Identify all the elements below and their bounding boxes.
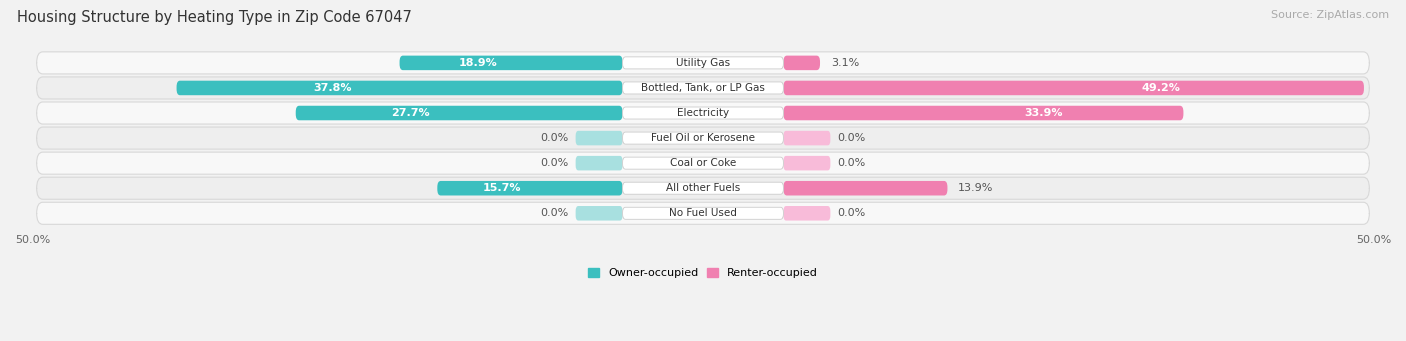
FancyBboxPatch shape [783,131,831,145]
Text: 0.0%: 0.0% [837,158,865,168]
FancyBboxPatch shape [783,106,1184,120]
Text: 18.9%: 18.9% [458,58,496,68]
Text: 27.7%: 27.7% [391,108,429,118]
Text: 3.1%: 3.1% [831,58,859,68]
FancyBboxPatch shape [399,56,623,70]
Text: Housing Structure by Heating Type in Zip Code 67047: Housing Structure by Heating Type in Zip… [17,10,412,25]
Text: Fuel Oil or Kerosene: Fuel Oil or Kerosene [651,133,755,143]
FancyBboxPatch shape [37,202,1369,224]
Text: Source: ZipAtlas.com: Source: ZipAtlas.com [1271,10,1389,20]
FancyBboxPatch shape [37,177,1369,199]
FancyBboxPatch shape [783,206,831,221]
FancyBboxPatch shape [783,181,948,195]
Text: 33.9%: 33.9% [1024,108,1063,118]
FancyBboxPatch shape [623,207,783,219]
FancyBboxPatch shape [623,157,783,169]
FancyBboxPatch shape [37,52,1369,74]
Text: 15.7%: 15.7% [482,183,522,193]
Text: 49.2%: 49.2% [1142,83,1180,93]
FancyBboxPatch shape [177,81,623,95]
FancyBboxPatch shape [37,127,1369,149]
Text: 37.8%: 37.8% [314,83,352,93]
FancyBboxPatch shape [575,131,623,145]
Text: Bottled, Tank, or LP Gas: Bottled, Tank, or LP Gas [641,83,765,93]
FancyBboxPatch shape [783,81,1364,95]
FancyBboxPatch shape [37,77,1369,99]
Text: 0.0%: 0.0% [837,208,865,218]
Text: 0.0%: 0.0% [541,158,569,168]
Text: 0.0%: 0.0% [837,133,865,143]
FancyBboxPatch shape [295,106,623,120]
Text: Coal or Coke: Coal or Coke [669,158,737,168]
FancyBboxPatch shape [623,57,783,69]
Text: Utility Gas: Utility Gas [676,58,730,68]
Text: 13.9%: 13.9% [957,183,994,193]
FancyBboxPatch shape [783,56,820,70]
Text: All other Fuels: All other Fuels [666,183,740,193]
FancyBboxPatch shape [37,102,1369,124]
FancyBboxPatch shape [783,156,831,170]
FancyBboxPatch shape [437,181,623,195]
Legend: Owner-occupied, Renter-occupied: Owner-occupied, Renter-occupied [588,268,818,279]
Text: 0.0%: 0.0% [541,208,569,218]
FancyBboxPatch shape [623,107,783,119]
Text: 0.0%: 0.0% [541,133,569,143]
FancyBboxPatch shape [623,182,783,194]
FancyBboxPatch shape [623,82,783,94]
Text: Electricity: Electricity [676,108,730,118]
FancyBboxPatch shape [575,206,623,221]
FancyBboxPatch shape [623,132,783,144]
FancyBboxPatch shape [575,156,623,170]
FancyBboxPatch shape [37,152,1369,174]
Text: No Fuel Used: No Fuel Used [669,208,737,218]
